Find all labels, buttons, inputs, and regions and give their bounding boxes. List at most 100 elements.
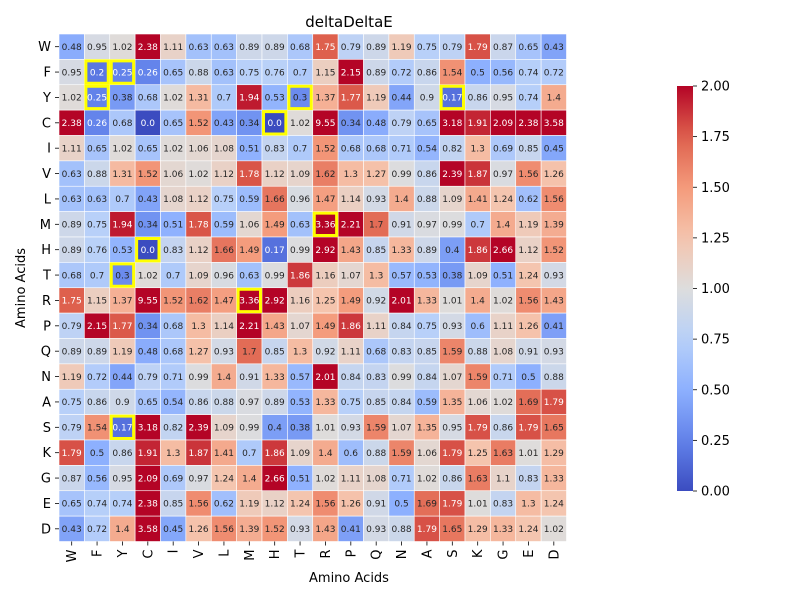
cell-value-label: 0.96	[290, 195, 310, 205]
cell-value-label: 0.89	[366, 43, 386, 53]
cell-value-label: 0.4	[445, 246, 460, 256]
cell-value-label: 0.89	[417, 246, 437, 256]
heatmap-cell	[540, 287, 567, 314]
cell-value-label: 0.74	[112, 500, 132, 510]
cell-value-label: 1.59	[392, 449, 412, 459]
cell-value-label: 1.31	[189, 94, 209, 104]
heatmap-cell	[58, 185, 85, 212]
cell-value-label: 0.88	[189, 68, 209, 78]
cell-value-label: 0.99	[392, 373, 412, 383]
cell-value-label: 0.69	[493, 144, 513, 154]
cell-value-label: 0.48	[366, 119, 386, 129]
heatmap-cell	[185, 236, 212, 263]
heatmap-cell	[388, 33, 415, 60]
cell-value-label: 1.69	[518, 398, 538, 408]
cell-value-label: 1.79	[442, 500, 462, 510]
cell-value-label: 1.56	[189, 500, 209, 510]
cell-value-label: 0.93	[544, 271, 564, 281]
y-tick-label: N	[41, 370, 51, 385]
heatmap-cell	[58, 109, 85, 136]
heatmap-cell	[439, 160, 466, 187]
heatmap-cell	[337, 363, 364, 390]
cell-value-label: 0.56	[493, 68, 513, 78]
heatmap-cell	[160, 135, 187, 162]
cell-value-label: 0.93	[544, 347, 564, 357]
y-tick-label: S	[43, 421, 51, 436]
heatmap-cell	[58, 59, 85, 86]
heatmap-cell	[337, 33, 364, 60]
cell-value-label: 1.16	[315, 271, 335, 281]
cell-value-label: 0.99	[442, 221, 462, 231]
cell-value-label: 1.33	[493, 525, 513, 535]
y-tick-label: M	[40, 218, 51, 233]
cell-value-label: 0.79	[62, 424, 82, 434]
cell-value-label: 0.86	[417, 170, 437, 180]
cell-value-label: 1.4	[496, 221, 511, 231]
cell-value-label: 0.93	[366, 525, 386, 535]
heatmap-cell	[312, 135, 339, 162]
cell-value-label: 0.79	[341, 43, 361, 53]
heatmap-cell	[236, 59, 263, 86]
cell-value-label: 1.54	[87, 424, 107, 434]
heatmap-cell	[210, 515, 237, 542]
cell-value-label: 1.02	[112, 144, 132, 154]
cell-value-label: 2.21	[341, 221, 361, 231]
cell-value-label: 1.12	[189, 246, 209, 256]
heatmap-cell	[236, 84, 263, 111]
heatmap-cell	[540, 33, 567, 60]
cell-value-label: 1.79	[417, 525, 437, 535]
cell-value-label: 1.19	[239, 500, 259, 510]
heatmap-cell	[490, 490, 517, 517]
cell-value-label: 1.56	[518, 297, 538, 307]
cell-value-label: 0.86	[417, 68, 437, 78]
cell-value-label: 1.43	[341, 246, 361, 256]
colorbar	[677, 86, 693, 491]
heatmap-cell	[540, 160, 567, 187]
heatmap-cell	[515, 388, 542, 415]
highlight-boxes	[84, 59, 465, 440]
cell-value-label: 0.65	[138, 144, 158, 154]
cell-value-label: 2.92	[265, 297, 285, 307]
heatmap-cell	[515, 160, 542, 187]
cell-value-label: 3.58	[138, 525, 158, 535]
heatmap-cell	[388, 414, 415, 441]
cell-value-label: 0.7	[217, 94, 231, 104]
cell-value-label: 0.83	[163, 246, 183, 256]
heatmap-cell	[515, 33, 542, 60]
cell-value-label: 1.4	[547, 94, 562, 104]
cell-value-label: 1.39	[544, 221, 564, 231]
cell-value-label: 1.56	[544, 195, 564, 205]
heatmap-cell	[185, 109, 212, 136]
heatmap-cell	[236, 262, 263, 289]
cell-value-label: 1.47	[214, 297, 234, 307]
heatmap-cell	[160, 338, 187, 365]
cell-value-label: 1.7	[369, 221, 383, 231]
cell-value-label: 1.33	[265, 373, 285, 383]
cell-value-label: 0.7	[293, 68, 307, 78]
heatmap-cell	[261, 439, 288, 466]
cell-value-label: 0.63	[214, 68, 234, 78]
cell-value-label: 1.4	[471, 297, 486, 307]
cell-value-label: 1.79	[442, 449, 462, 459]
cell-value-label: 0.97	[417, 221, 437, 231]
heatmap-cell	[490, 287, 517, 314]
cell-value-label: 1.12	[189, 195, 209, 205]
cell-value-label: 0.65	[163, 119, 183, 129]
cell-value-label: 0.91	[239, 373, 259, 383]
cell-value-label: 0.83	[493, 500, 513, 510]
heatmap-cell	[109, 135, 136, 162]
heatmap-cell	[413, 490, 440, 517]
heatmap-cell	[84, 185, 111, 212]
heatmap-cell	[337, 211, 364, 238]
cell-value-label: 1.4	[242, 474, 257, 484]
heatmap-cell	[439, 109, 466, 136]
heatmap-cell	[261, 515, 288, 542]
heatmap-cell	[84, 515, 111, 542]
x-tick-label: S	[446, 550, 461, 558]
cell-value-label: 0.26	[87, 119, 107, 129]
cell-value-label: 0.75	[62, 398, 82, 408]
cell-value-label: 3.36	[315, 221, 335, 231]
cell-value-label: 1.09	[290, 449, 310, 459]
heatmap-cell	[413, 414, 440, 441]
